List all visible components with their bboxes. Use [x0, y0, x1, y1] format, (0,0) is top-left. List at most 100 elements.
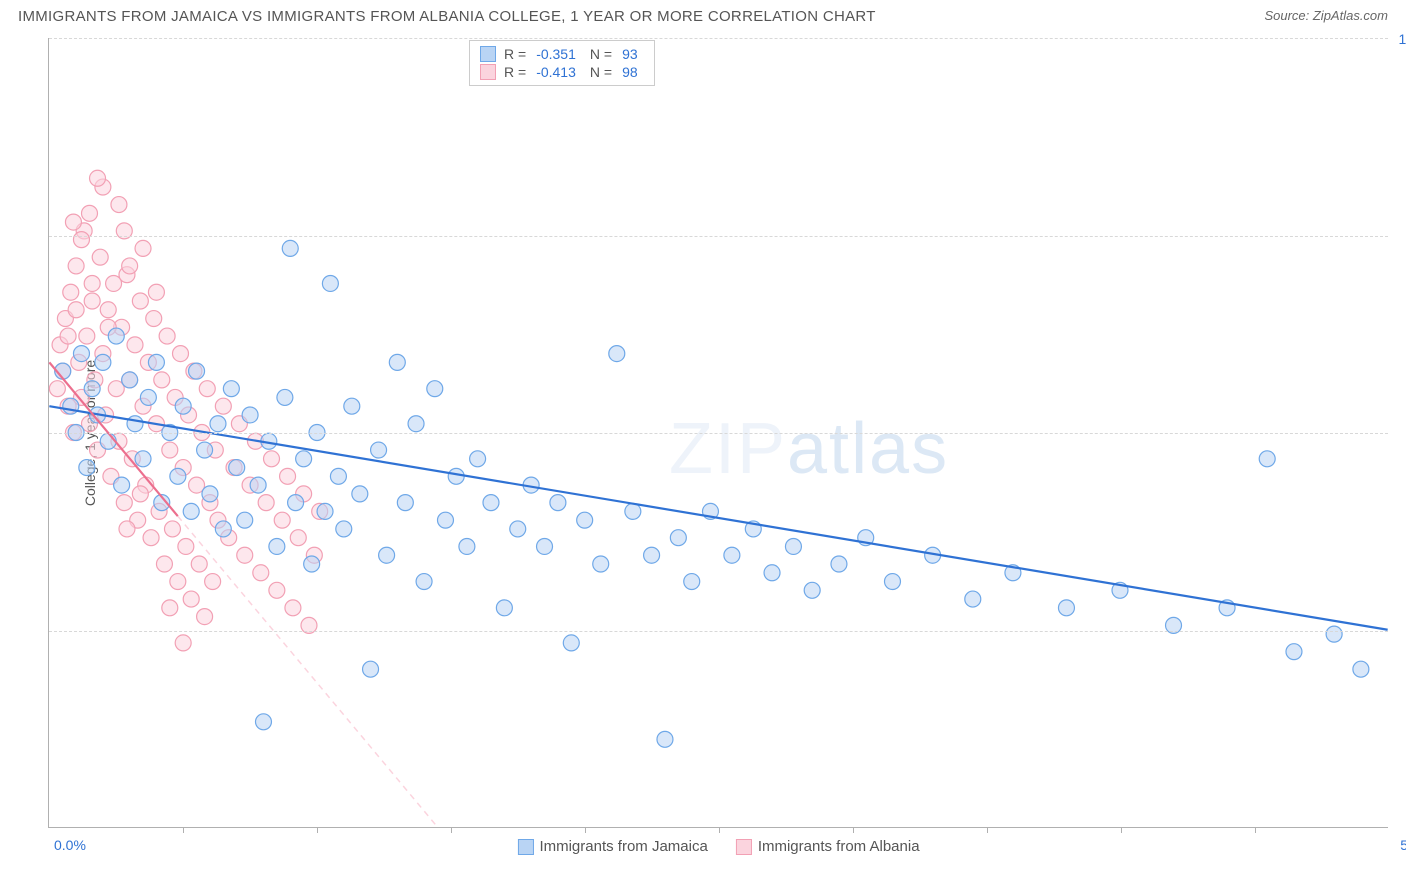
scatter-point: [95, 354, 111, 370]
scatter-point: [229, 460, 245, 476]
scatter-point: [288, 495, 304, 511]
scatter-point: [437, 512, 453, 528]
scatter-point: [73, 346, 89, 362]
scatter-point: [84, 381, 100, 397]
legend-r-label: R =: [504, 46, 526, 62]
scatter-point: [965, 591, 981, 607]
scatter-point: [250, 477, 266, 493]
legend-swatch: [517, 839, 533, 855]
scatter-point: [170, 574, 186, 590]
scatter-point: [84, 293, 100, 309]
scatter-point: [389, 354, 405, 370]
scatter-point: [79, 328, 95, 344]
scatter-point: [60, 328, 76, 344]
gridline: 100.0%: [49, 38, 1388, 39]
scatter-point: [148, 354, 164, 370]
scatter-point: [330, 468, 346, 484]
scatter-point: [82, 205, 98, 221]
scatter-point: [670, 530, 686, 546]
scatter-point: [79, 460, 95, 476]
scatter-point: [483, 495, 499, 511]
scatter-point: [127, 337, 143, 353]
correlation-legend: R =-0.351N =93R =-0.413N =98: [469, 40, 655, 86]
scatter-point: [154, 372, 170, 388]
scatter-point: [135, 451, 151, 467]
scatter-point: [831, 556, 847, 572]
scatter-point: [563, 635, 579, 651]
scatter-point: [159, 328, 175, 344]
legend-r-value: -0.413: [536, 64, 576, 80]
scatter-point: [258, 495, 274, 511]
scatter-point: [183, 591, 199, 607]
legend-swatch: [736, 839, 752, 855]
legend-row: R =-0.351N =93: [480, 45, 644, 63]
scatter-point: [146, 311, 162, 327]
series-legend: Immigrants from Jamaica Immigrants from A…: [517, 838, 919, 855]
scatter-point: [282, 240, 298, 256]
scatter-point: [215, 398, 231, 414]
scatter-point: [269, 538, 285, 554]
scatter-point: [1353, 661, 1369, 677]
scatter-point: [1326, 626, 1342, 642]
scatter-point: [111, 197, 127, 213]
scatter-point: [114, 477, 130, 493]
scatter-point: [363, 661, 379, 677]
scatter-point: [156, 556, 172, 572]
y-tick-label: 100.0%: [1399, 31, 1406, 47]
legend-item: Immigrants from Jamaica: [517, 838, 707, 855]
scatter-point: [119, 521, 135, 537]
scatter-point: [170, 468, 186, 484]
x-tick: [853, 827, 854, 833]
scatter-point: [371, 442, 387, 458]
scatter-point: [162, 600, 178, 616]
scatter-point: [625, 503, 641, 519]
x-tick: [1255, 827, 1256, 833]
scatter-point: [304, 556, 320, 572]
scatter-point: [135, 240, 151, 256]
x-tick: [719, 827, 720, 833]
scatter-point: [496, 600, 512, 616]
scatter-point: [189, 363, 205, 379]
scatter-point: [191, 556, 207, 572]
scatter-point: [684, 574, 700, 590]
scatter-point: [1058, 600, 1074, 616]
scatter-point: [416, 574, 432, 590]
scatter-point: [108, 328, 124, 344]
scatter-point: [140, 389, 156, 405]
scatter-point: [92, 249, 108, 265]
scatter-point: [448, 468, 464, 484]
x-tick: [987, 827, 988, 833]
x-axis-max-label: 50.0%: [1400, 837, 1406, 853]
scatter-point: [1286, 644, 1302, 660]
scatter-point: [280, 468, 296, 484]
scatter-point: [296, 451, 312, 467]
legend-n-label: N =: [590, 46, 612, 62]
scatter-point: [132, 486, 148, 502]
scatter-point: [285, 600, 301, 616]
scatter-point: [322, 275, 338, 291]
scatter-point: [223, 381, 239, 397]
scatter-point: [173, 346, 189, 362]
x-tick: [451, 827, 452, 833]
scatter-point: [132, 293, 148, 309]
scatter-point: [63, 284, 79, 300]
x-axis-min-label: 0.0%: [54, 837, 86, 853]
scatter-point: [202, 486, 218, 502]
scatter-point: [90, 170, 106, 186]
scatter-point: [884, 574, 900, 590]
scatter-point: [255, 714, 271, 730]
scatter-point: [397, 495, 413, 511]
scatter-point: [215, 521, 231, 537]
scatter-point: [379, 547, 395, 563]
scatter-point: [253, 565, 269, 581]
scatter-point: [785, 538, 801, 554]
scatter-point: [122, 372, 138, 388]
scatter-point: [336, 521, 352, 537]
scatter-point: [205, 574, 221, 590]
legend-item: Immigrants from Albania: [736, 838, 920, 855]
gridline: 77.5%: [49, 236, 1388, 237]
gridline: 32.5%: [49, 631, 1388, 632]
scatter-point: [274, 512, 290, 528]
scatter-point: [49, 381, 65, 397]
scatter-point: [593, 556, 609, 572]
